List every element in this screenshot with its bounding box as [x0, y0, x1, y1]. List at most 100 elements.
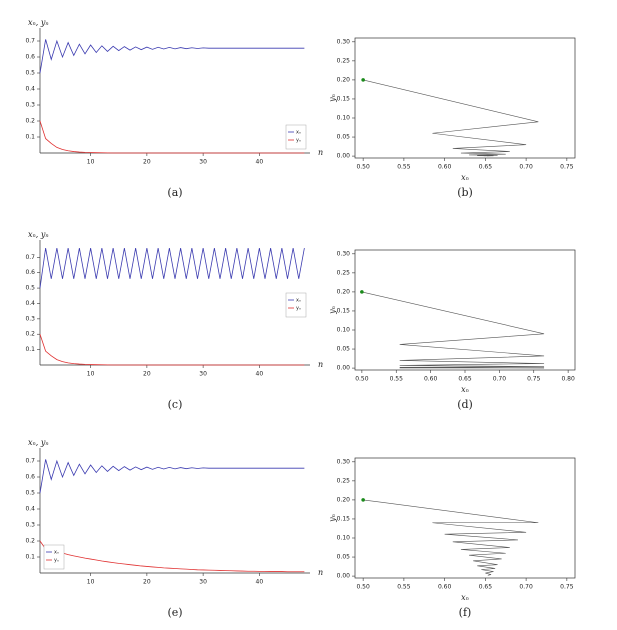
trajectory: [363, 499, 539, 576]
x-tick-label: 30: [199, 159, 207, 166]
y-tick-label: 0.00: [337, 365, 351, 372]
legend-label: xₙ: [54, 550, 59, 556]
y-tick-label: 0.4: [25, 86, 35, 93]
x-tick-label: 30: [199, 579, 207, 586]
x-tick-label: 10: [87, 579, 95, 586]
legend-label: yₙ: [54, 558, 59, 564]
x-tick-label: 0.60: [438, 164, 452, 171]
legend-label: yₙ: [296, 138, 301, 144]
legend-label: xₙ: [296, 298, 301, 304]
y-tick-label: 0.4: [25, 300, 35, 307]
y-axis-label: yₙ: [328, 94, 337, 103]
y-tick-label: 0.2: [25, 538, 35, 545]
trajectory: [363, 79, 539, 157]
x-axis-label: xₙ: [461, 173, 469, 182]
y-tick-label: 0.15: [337, 307, 351, 314]
x-tick-label: 0.65: [458, 376, 472, 383]
y-tick-label: 0.00: [337, 573, 351, 580]
y-tick-label: 0.15: [337, 95, 351, 102]
y-axis-label: xₙ, yₙ: [28, 230, 49, 239]
y-tick-label: 0.6: [25, 269, 35, 276]
y-tick-label: 0.05: [337, 554, 351, 561]
y-tick-label: 0.25: [337, 477, 351, 484]
x-tick-label: 0.70: [519, 164, 533, 171]
x-tick-label: 20: [143, 579, 151, 586]
y-tick-label: 0.10: [337, 327, 351, 334]
x-tick-label: 0.80: [561, 376, 575, 383]
x-tick-label: 0.70: [493, 376, 507, 383]
y-tick-label: 0.7: [25, 458, 35, 465]
caption: (f): [459, 606, 472, 619]
caption: (b): [457, 186, 473, 199]
legend-label: yₙ: [296, 306, 301, 312]
y-tick-label: 0.05: [337, 346, 351, 353]
x-tick-label: 0.55: [390, 376, 404, 383]
series-line: [39, 248, 305, 289]
start-point: [360, 290, 364, 294]
legend-box: [43, 544, 65, 570]
y-tick-label: 0.1: [25, 554, 35, 561]
x-tick-label: 0.75: [527, 376, 541, 383]
start-point: [361, 498, 365, 502]
x-tick-label: 40: [256, 371, 264, 378]
caption: (a): [167, 186, 182, 199]
series-line: [39, 39, 305, 74]
y-tick-label: 0.3: [25, 522, 35, 529]
series-line: [39, 120, 305, 154]
y-tick-label: 0.1: [25, 134, 35, 141]
y-tick-label: 0.30: [337, 458, 351, 465]
trajectory: [361, 291, 545, 369]
y-tick-label: 0.6: [25, 474, 35, 481]
x-axis-label: xₙ: [461, 385, 469, 394]
y-tick-label: 0.4: [25, 506, 35, 513]
x-tick-label: 10: [87, 159, 95, 166]
x-axis-label: n: [318, 148, 323, 157]
y-tick-label: 0.30: [337, 38, 351, 45]
legend-label: xₙ: [296, 130, 301, 136]
x-tick-label: 30: [199, 371, 207, 378]
series-line: [39, 459, 305, 494]
x-tick-label: 0.65: [479, 164, 493, 171]
caption: (e): [167, 606, 182, 619]
plot-frame: [354, 457, 576, 579]
caption: (c): [168, 398, 183, 411]
y-tick-label: 0.3: [25, 315, 35, 322]
y-tick-label: 0.6: [25, 54, 35, 61]
x-tick-label: 0.60: [438, 584, 452, 591]
y-tick-label: 0.7: [25, 38, 35, 45]
x-tick-label: 0.50: [356, 164, 370, 171]
y-tick-label: 0.5: [25, 490, 35, 497]
y-tick-label: 0.10: [337, 115, 351, 122]
y-axis-label: xₙ, yₙ: [28, 18, 49, 27]
y-axis-label: xₙ, yₙ: [28, 438, 49, 447]
y-tick-label: 0.20: [337, 496, 351, 503]
x-axis-label: xₙ: [461, 593, 469, 602]
y-tick-label: 0.7: [25, 254, 35, 261]
x-tick-label: 0.75: [560, 164, 574, 171]
y-tick-label: 0.20: [337, 76, 351, 83]
x-tick-label: 0.75: [560, 584, 574, 591]
x-tick-label: 0.55: [397, 164, 411, 171]
x-tick-label: 0.70: [519, 584, 533, 591]
plot-frame: [354, 37, 576, 159]
x-tick-label: 40: [256, 579, 264, 586]
x-tick-label: 20: [143, 371, 151, 378]
y-tick-label: 0.15: [337, 515, 351, 522]
y-tick-label: 0.1: [25, 346, 35, 353]
x-tick-label: 0.55: [397, 584, 411, 591]
y-tick-label: 0.5: [25, 70, 35, 77]
y-axis-label: yₙ: [328, 306, 337, 315]
y-tick-label: 0.25: [337, 57, 351, 64]
x-tick-label: 0.50: [356, 584, 370, 591]
y-tick-label: 0.2: [25, 331, 35, 338]
x-tick-label: 10: [87, 371, 95, 378]
y-tick-label: 0.3: [25, 102, 35, 109]
y-axis-label: yₙ: [328, 514, 337, 523]
x-tick-label: 20: [143, 159, 151, 166]
legend-box: [285, 124, 307, 150]
x-axis-label: n: [318, 568, 323, 577]
y-tick-label: 0.25: [337, 269, 351, 276]
series-line: [39, 540, 305, 573]
